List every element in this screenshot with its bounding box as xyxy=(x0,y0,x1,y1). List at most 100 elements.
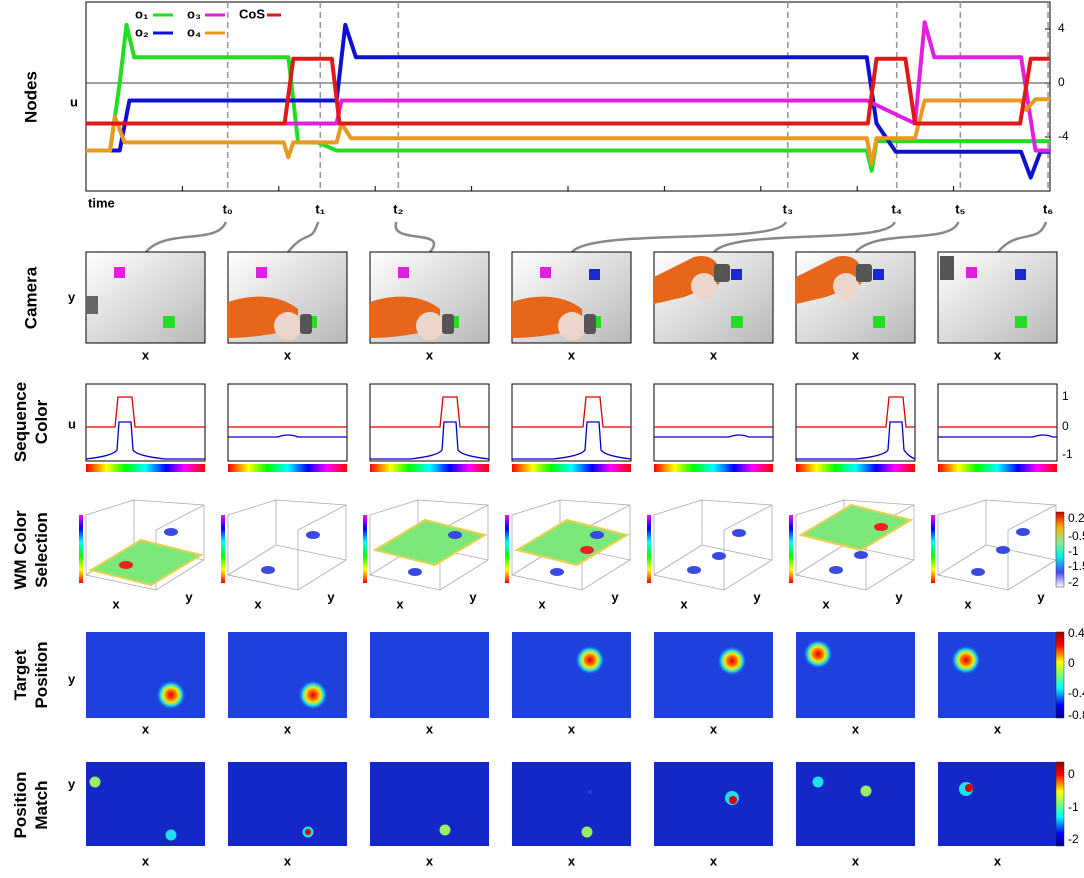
x-axis-label: x xyxy=(284,853,292,868)
activation-peak xyxy=(717,646,747,676)
y-axis-label: y xyxy=(68,289,76,304)
x-axis-label: x xyxy=(710,853,718,868)
row-label: Camera xyxy=(21,266,40,329)
field-blue xyxy=(654,434,773,438)
y-axis-label: y xyxy=(327,589,335,604)
colorbar xyxy=(1055,631,1065,719)
robot-joint xyxy=(691,273,717,299)
match-peak xyxy=(165,829,177,841)
object-green xyxy=(873,316,885,328)
sequence-frame xyxy=(85,383,206,462)
x-axis-label: x xyxy=(142,347,150,362)
camera-frame xyxy=(937,251,1058,344)
robot-gripper xyxy=(442,314,454,334)
x-axis-label: x xyxy=(994,721,1002,736)
time-marker-label: t₂ xyxy=(393,201,403,216)
x-axis-label: x xyxy=(142,721,150,736)
activation-blob xyxy=(854,551,868,559)
colorbar-tick-label: 0 xyxy=(1068,656,1075,670)
field-blue xyxy=(85,421,205,460)
x-axis-label: x xyxy=(568,721,576,736)
box-3d xyxy=(653,499,773,591)
object-green xyxy=(1015,316,1027,328)
hue-axis xyxy=(789,515,793,583)
sequence-frame xyxy=(937,383,1058,462)
object-blue xyxy=(873,269,884,280)
activation-blob xyxy=(996,546,1010,554)
row-label: Match xyxy=(32,780,51,829)
y-tick-label: -4 xyxy=(1058,129,1069,143)
field-blue xyxy=(370,421,490,460)
object-blue xyxy=(589,269,600,280)
time-marker-label: t₃ xyxy=(783,201,793,216)
time-marker-label: t₁ xyxy=(315,201,325,216)
connector xyxy=(394,221,435,253)
selection-plane xyxy=(514,518,630,567)
legend-label: o₂ xyxy=(135,24,149,39)
activation-blob xyxy=(1016,528,1030,536)
object-green xyxy=(731,316,743,328)
y-axis-label: y xyxy=(68,776,76,791)
x-axis-label: x xyxy=(994,347,1002,362)
heatmap xyxy=(228,632,347,718)
hue-bar xyxy=(938,464,1057,472)
object-magenta xyxy=(256,267,267,278)
match-peak xyxy=(729,796,737,804)
sequence-frame xyxy=(227,383,348,462)
colorbar-tick-label: 0.2 xyxy=(1068,511,1084,525)
hue-bar xyxy=(654,464,773,472)
series-line xyxy=(86,22,1050,180)
match-peak xyxy=(89,776,101,788)
activation-blob xyxy=(448,531,462,539)
match-peak xyxy=(812,776,824,788)
y-tick-label: 0 xyxy=(1062,419,1069,433)
activation-blob xyxy=(550,568,564,576)
y-tick-label: -1 xyxy=(1062,447,1073,461)
y-tick-label: 4 xyxy=(1058,21,1065,35)
hue-axis xyxy=(505,515,509,583)
selection-plane xyxy=(798,503,914,552)
activation-blob xyxy=(261,566,275,574)
time-marker-label: t₅ xyxy=(955,201,965,216)
activation-blob xyxy=(874,523,888,531)
hue-bar xyxy=(228,464,347,472)
row-label: Color xyxy=(32,399,51,444)
x-axis-label: x xyxy=(852,347,860,362)
robot-gripper xyxy=(856,264,872,282)
heatmap xyxy=(370,632,489,718)
x-axis-label: x xyxy=(112,596,120,611)
x-axis-label: x xyxy=(852,853,860,868)
x-axis-label: x xyxy=(426,347,434,362)
activation-blob xyxy=(164,528,178,536)
activation-blob xyxy=(119,561,133,569)
x-axis-label: x xyxy=(254,596,262,611)
x-axis-label: x xyxy=(994,853,1002,868)
x-axis-label: x xyxy=(680,596,688,611)
robot-joint xyxy=(558,312,586,340)
x-axis-label: x xyxy=(710,347,718,362)
activation-peak xyxy=(803,639,833,669)
hue-bar xyxy=(512,464,631,472)
heatmap xyxy=(86,762,205,846)
series-line xyxy=(86,97,1050,166)
object-blue xyxy=(731,269,742,280)
activation-blob xyxy=(580,546,594,554)
hue-bar xyxy=(86,464,205,472)
hue-bar xyxy=(796,464,915,472)
robot-gripper xyxy=(584,314,596,334)
connector xyxy=(855,221,960,253)
x-axis-label: x xyxy=(822,596,830,611)
activation-blob xyxy=(408,568,422,576)
robot-arm xyxy=(796,256,863,304)
y-tick-label: 0 xyxy=(1058,75,1065,89)
row-label: Selection xyxy=(32,512,51,588)
match-peak xyxy=(305,829,311,835)
hue-axis xyxy=(647,515,651,583)
legend-label: CoS xyxy=(239,6,265,21)
heatmap xyxy=(370,762,489,846)
time-marker-label: t₀ xyxy=(223,201,233,216)
activation-peak xyxy=(156,680,186,710)
x-axis-label: x xyxy=(426,853,434,868)
y-axis-label: y xyxy=(68,671,76,686)
heatmap xyxy=(512,632,631,718)
